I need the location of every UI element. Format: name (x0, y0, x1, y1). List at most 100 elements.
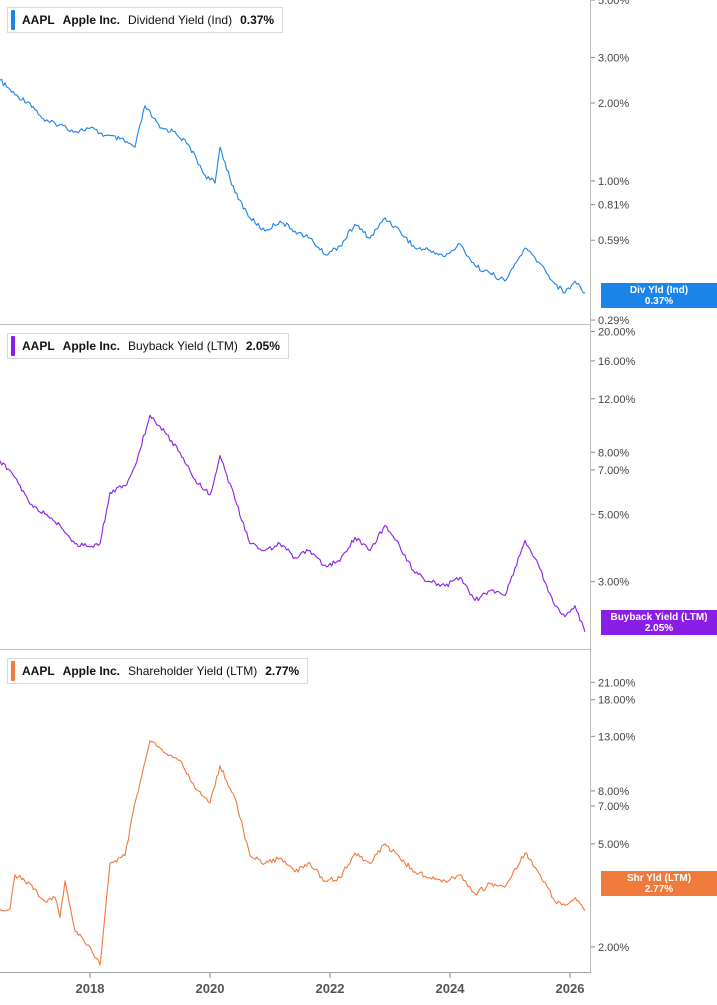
badge-label: Shr Yld (LTM) (626, 873, 692, 884)
x-tick-label: 2026 (556, 981, 585, 996)
badge-label: Buyback Yield (LTM) (610, 612, 708, 623)
data-point (429, 877, 430, 878)
legend-dividend-yield: AAPL Apple Inc. Dividend Yield (Ind) 0.3… (7, 7, 284, 33)
legend-company: Apple Inc. (62, 664, 121, 678)
data-point (124, 485, 125, 486)
data-point (414, 871, 415, 872)
data-point (164, 752, 165, 753)
data-point (249, 855, 250, 856)
data-point (179, 760, 180, 761)
y-tick-label: 5.00% (598, 0, 629, 7)
data-point (574, 897, 575, 898)
x-tick-label: 2022 (316, 981, 345, 996)
data-point (59, 917, 60, 918)
y-tick-label: 2.00% (598, 942, 629, 954)
last-value-badge-shareholder: Shr Yld (LTM) 2.77% (601, 871, 717, 896)
data-point (354, 224, 355, 225)
data-point (14, 94, 15, 95)
data-point (279, 858, 280, 859)
data-point (354, 853, 355, 854)
series-line (0, 78, 586, 294)
data-point (429, 581, 430, 582)
data-point (504, 281, 505, 282)
data-point (564, 904, 565, 905)
data-point (294, 871, 295, 872)
data-point (74, 931, 75, 932)
data-point (384, 217, 385, 218)
data-point (339, 245, 340, 246)
data-point (489, 883, 490, 884)
data-point (54, 897, 55, 898)
data-point (584, 292, 585, 293)
data-point (264, 550, 265, 551)
data-point (99, 965, 100, 966)
data-point (29, 883, 30, 884)
data-point (279, 543, 280, 544)
data-point (444, 880, 445, 881)
legend-buyback-yield: AAPL Apple Inc. Buyback Yield (LTM) 2.05… (7, 333, 289, 359)
x-tick-label: 2020 (196, 981, 225, 996)
y-tick-label: 1.00% (598, 176, 629, 188)
data-point (489, 273, 490, 274)
x-tick-label: 2024 (436, 981, 466, 996)
data-point (279, 220, 280, 221)
data-point (44, 514, 45, 515)
data-point (414, 573, 415, 574)
legend-current-value: 2.77% (265, 664, 300, 678)
data-point (459, 243, 460, 244)
y-tick-label: 8.00% (598, 447, 629, 459)
y-tick-label: 0.59% (598, 235, 629, 247)
data-point (369, 550, 370, 551)
data-point (324, 880, 325, 881)
legend-current-value: 2.05% (245, 339, 280, 353)
data-point (234, 192, 235, 193)
y-tick-label: 21.00% (598, 677, 636, 689)
y-tick-label: 18.00% (598, 695, 636, 707)
data-point (209, 802, 210, 803)
data-point (294, 557, 295, 558)
legend-shareholder-yield: AAPL Apple Inc. Shareholder Yield (LTM) … (7, 658, 309, 684)
data-point (64, 880, 65, 881)
data-point (219, 765, 220, 766)
data-point (414, 248, 415, 249)
y-tick-label: 5.00% (598, 509, 629, 521)
legend-ticker: AAPL (22, 339, 55, 353)
data-point (219, 455, 220, 456)
data-point (14, 477, 15, 478)
y-axis-line (590, 0, 591, 973)
data-point (524, 540, 525, 541)
data-point (459, 874, 460, 875)
data-point (134, 147, 135, 148)
badge-value: 0.37% (644, 296, 674, 307)
data-point (369, 863, 370, 864)
y-tick-label: 2.00% (598, 98, 629, 110)
data-point (59, 124, 60, 125)
legend-ticker: AAPL (22, 13, 55, 27)
data-point (564, 292, 565, 293)
data-point (134, 802, 135, 803)
data-point (539, 263, 540, 264)
legend-series-name: Shareholder Yield (LTM) (128, 664, 258, 678)
y-tick-label: 13.00% (598, 731, 636, 743)
y-tick-label: 0.29% (598, 315, 629, 327)
data-point (429, 250, 430, 251)
y-tick-label: 5.00% (598, 839, 629, 851)
data-point (89, 127, 90, 128)
y-tick-label: 7.00% (598, 801, 629, 813)
data-point (189, 147, 190, 148)
y-tick-label: 0.81% (598, 200, 629, 212)
data-point (294, 230, 295, 231)
x-axis-line (0, 972, 591, 973)
data-point (574, 605, 575, 606)
series-line (0, 414, 586, 632)
legend-swatch (11, 10, 15, 30)
data-point (109, 492, 110, 493)
data-point (204, 175, 205, 176)
data-point (504, 887, 505, 888)
data-point (9, 908, 10, 909)
data-point (44, 121, 45, 122)
y-tick-label: 16.00% (598, 356, 636, 368)
data-point (249, 543, 250, 544)
data-point (234, 499, 235, 500)
y-tick-label: 8.00% (598, 786, 629, 798)
